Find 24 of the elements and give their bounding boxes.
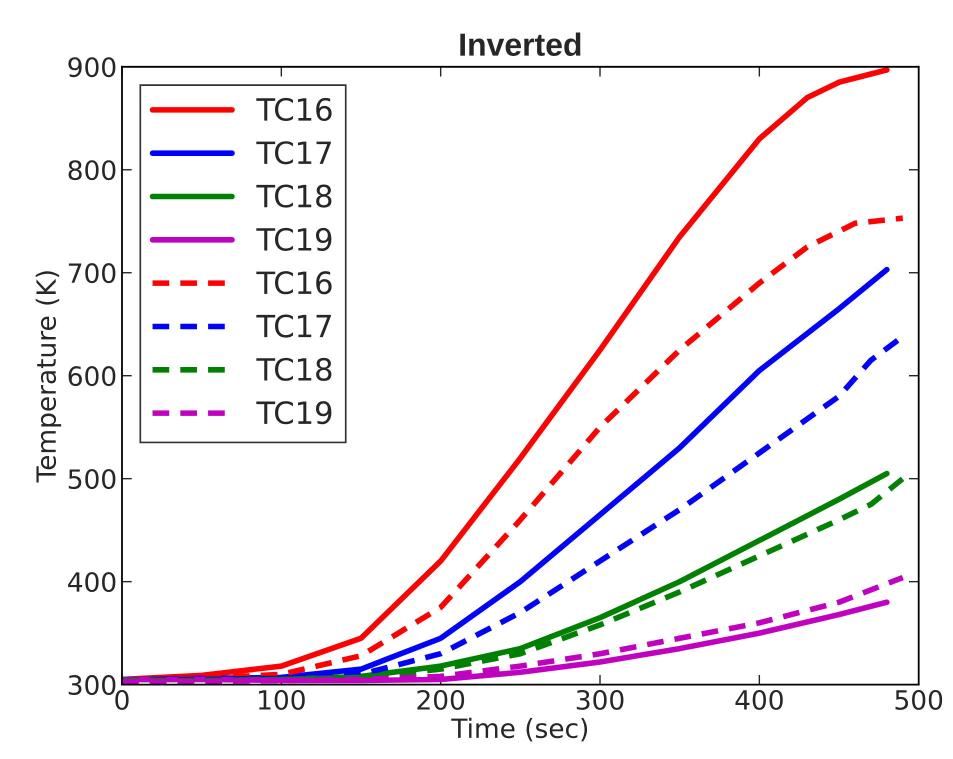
x-axis-title: Time (sec) xyxy=(451,718,588,742)
y-tick-label: 500 xyxy=(68,469,116,490)
y-axis-title: Temperature (K) xyxy=(36,271,62,482)
legend-label: TC19 xyxy=(256,228,332,251)
x-tick-label: 200 xyxy=(417,690,464,710)
x-tick-label: 100 xyxy=(259,690,305,710)
x-tick-label: 0 xyxy=(115,690,129,710)
y-tick-label: 600 xyxy=(68,366,116,386)
y-tick-label: 400 xyxy=(68,572,116,592)
x-tick-label: 300 xyxy=(576,690,624,710)
legend-label: TC18 xyxy=(256,358,332,381)
legend-label: TC17 xyxy=(256,314,331,338)
legend-label: TC16 xyxy=(256,271,332,294)
y-tick-label: 900 xyxy=(68,57,116,78)
legend-label: TC19 xyxy=(256,401,332,424)
y-tick-label: 800 xyxy=(68,160,116,180)
legend-label: TC18 xyxy=(256,184,332,208)
legend-label: TC17 xyxy=(256,141,331,164)
y-tick-label: 300 xyxy=(68,675,116,696)
x-tick-label: 400 xyxy=(735,690,783,710)
chart-title: Inverted xyxy=(460,32,580,56)
legend-label: TC16 xyxy=(256,98,332,121)
x-tick-label: 500 xyxy=(896,690,942,710)
y-tick-label: 700 xyxy=(68,263,116,284)
